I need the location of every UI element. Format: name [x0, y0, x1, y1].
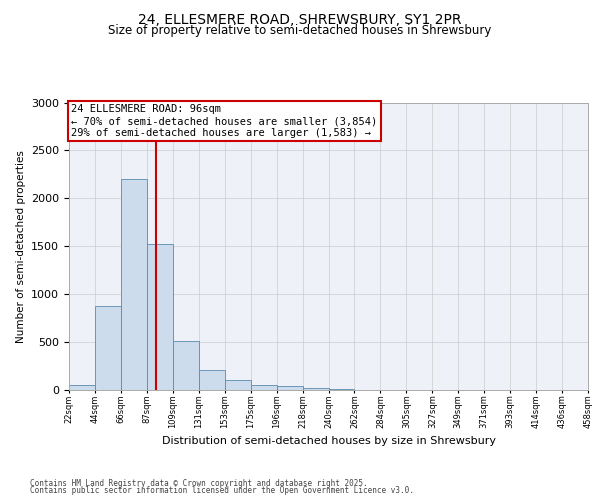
Text: Size of property relative to semi-detached houses in Shrewsbury: Size of property relative to semi-detach… [109, 24, 491, 37]
Bar [173, 341, 199, 390]
Text: Contains HM Land Registry data © Crown copyright and database right 2025.: Contains HM Land Registry data © Crown c… [30, 478, 368, 488]
Bar [302, 388, 329, 390]
Text: 24 ELLESMERE ROAD: 96sqm
← 70% of semi-detached houses are smaller (3,854)
29% o: 24 ELLESMERE ROAD: 96sqm ← 70% of semi-d… [71, 104, 377, 138]
Bar [224, 380, 251, 390]
Bar [69, 385, 95, 390]
Y-axis label: Number of semi-detached properties: Number of semi-detached properties [16, 150, 26, 342]
Bar [251, 384, 277, 390]
Text: 24, ELLESMERE ROAD, SHREWSBURY, SY1 2PR: 24, ELLESMERE ROAD, SHREWSBURY, SY1 2PR [138, 12, 462, 26]
X-axis label: Distribution of semi-detached houses by size in Shrewsbury: Distribution of semi-detached houses by … [161, 436, 496, 446]
Bar [277, 386, 302, 390]
Bar [199, 370, 224, 390]
Bar [95, 306, 121, 390]
Text: Contains public sector information licensed under the Open Government Licence v3: Contains public sector information licen… [30, 486, 414, 495]
Bar [329, 389, 355, 390]
Bar [121, 179, 147, 390]
Bar [147, 244, 173, 390]
